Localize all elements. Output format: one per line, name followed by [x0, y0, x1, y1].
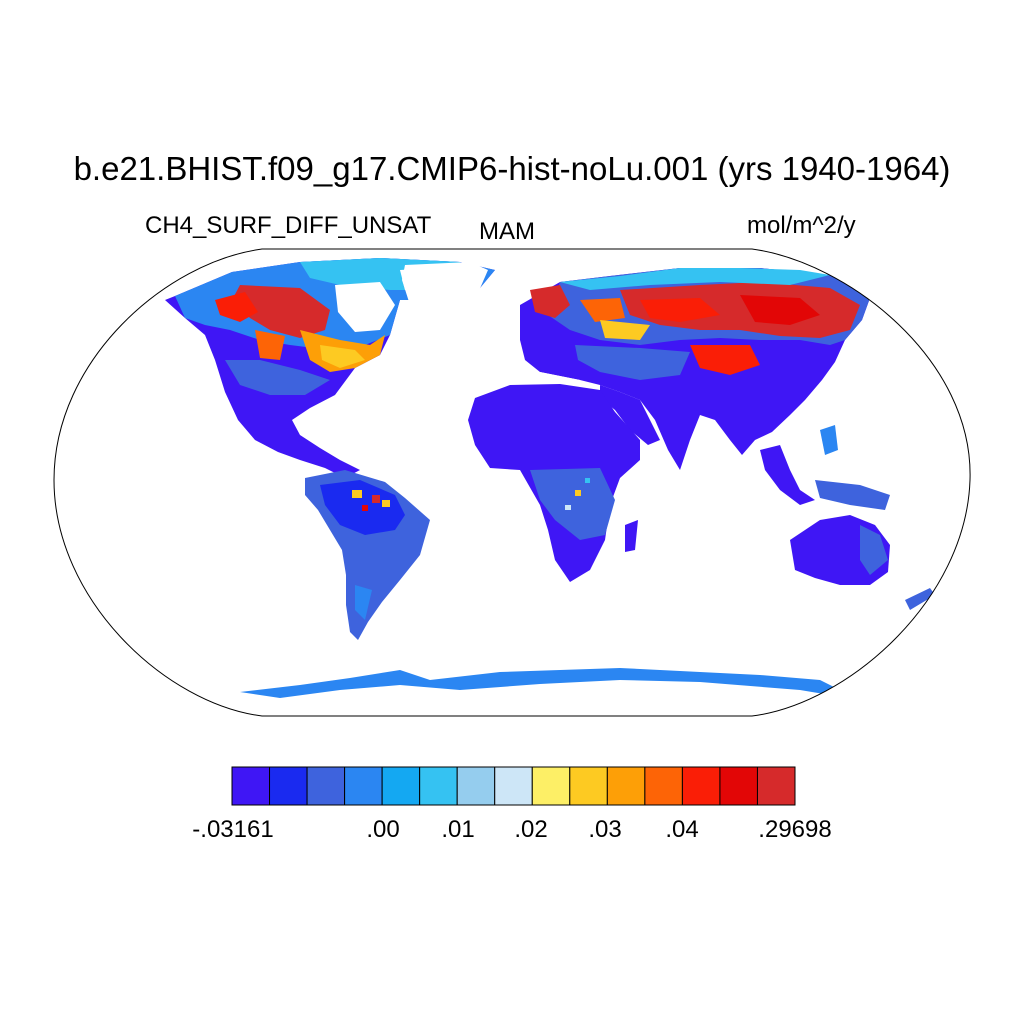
greenland [402, 262, 488, 328]
colorbar-swatch [344, 766, 383, 806]
colorbar [231, 766, 796, 806]
colorbar-swatch [456, 766, 496, 806]
colorbar-tick-label: .00 [366, 816, 400, 843]
colorbar-tick-label: .29698 [758, 816, 832, 843]
colorbar-tick-label: .01 [441, 816, 475, 843]
colorbar-tick-label: .02 [514, 816, 548, 843]
plot-title: b.e21.BHIST.f09_g17.CMIP6-hist-noLu.001 … [73, 150, 951, 187]
colorbar-swatch [606, 766, 646, 806]
colorbar-swatch [756, 766, 796, 806]
season-label: MAM [479, 218, 535, 245]
map-area [54, 249, 971, 716]
colorbar-swatch [231, 766, 271, 806]
colorbar-swatch [569, 766, 608, 806]
colorbar-tick-label: .04 [665, 816, 699, 843]
colorbar-swatch [531, 766, 571, 806]
colorbar-swatch [719, 766, 758, 806]
australia [790, 515, 935, 610]
colorbar-swatch [681, 766, 721, 806]
maritime-asia [760, 425, 890, 510]
colorbar-swatch [306, 766, 346, 806]
colorbar-swatch [644, 766, 683, 806]
colorbar-tick-label: .03 [588, 816, 622, 843]
units-label: mol/m^2/y [747, 212, 856, 239]
colorbar-swatch [419, 766, 458, 806]
antarctica [220, 668, 860, 716]
south-america [305, 470, 430, 640]
map-border [53, 248, 971, 717]
colorbar-swatch [494, 766, 533, 806]
africa [468, 384, 640, 582]
colorbar-tick-label: -.03161 [192, 816, 274, 843]
variable-label: CH4_SURF_DIFF_UNSAT [145, 212, 432, 239]
colorbar-swatch [381, 766, 421, 806]
colorbar-swatch [269, 766, 308, 806]
eurasia [520, 268, 870, 470]
